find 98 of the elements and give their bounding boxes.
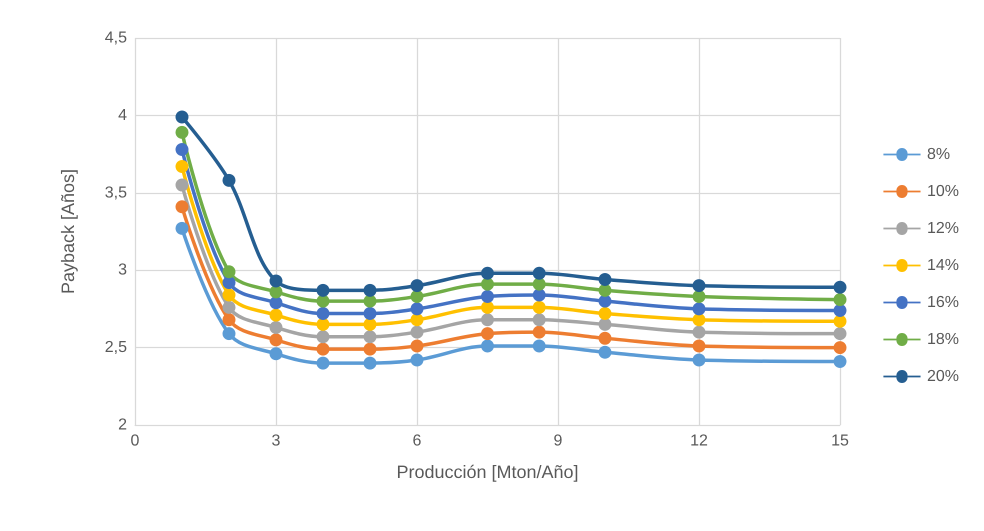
point [481,290,494,304]
y-tick-label: 2 [118,416,128,434]
x-tick-label: 15 [831,432,849,450]
point [270,285,282,298]
point [481,278,494,291]
point [410,290,424,304]
point [598,294,612,308]
point [481,313,494,326]
legend-label: 12% [926,220,960,237]
point [481,300,494,314]
point [316,307,330,320]
point [598,272,612,286]
legend-label: 14% [926,257,960,274]
x-tick-label: 12 [690,432,708,450]
point [532,288,546,302]
point [222,313,236,326]
point [364,284,376,297]
point [598,346,612,359]
point [532,300,546,314]
point [316,294,330,308]
point [692,353,706,366]
point [364,330,376,344]
legend-label: 10% [926,183,960,200]
point [270,333,282,346]
point [176,200,188,214]
legend-label: 18% [926,331,960,348]
legend-label: 8% [926,146,950,163]
point [270,296,282,310]
point [364,318,376,331]
y-tick-label: 2,5 [104,339,128,356]
point [364,307,376,320]
point [692,302,706,316]
point [176,142,188,156]
y-tick-label: 4 [118,106,128,124]
point [410,313,424,326]
point [692,313,706,326]
point [834,341,846,354]
point [270,347,282,360]
point [834,304,846,317]
point [692,290,706,304]
point [222,265,236,278]
y-tick-label: 4,5 [104,30,128,46]
point [410,326,424,339]
point [598,318,612,331]
point [692,279,706,292]
x-axis-title: Producción [Mton/Año] [396,462,579,482]
point [316,356,330,370]
point [532,326,546,339]
point [834,327,846,340]
point [176,178,188,192]
point [532,340,546,353]
point [598,307,612,320]
y-tick-label: 3 [118,262,128,279]
point [364,342,376,356]
point [222,300,236,314]
point [410,353,424,366]
x-tick-label: 9 [554,432,563,450]
point [270,320,282,334]
point [410,302,424,316]
point [410,340,424,353]
point [222,276,236,290]
point [270,274,282,288]
point [176,222,188,235]
point [316,330,330,344]
legend-label: 20% [926,368,960,385]
point [692,340,706,353]
point [316,284,330,297]
point [692,326,706,339]
point [364,356,376,370]
point [176,160,188,173]
y-axis-title: Payback [Años] [58,168,78,294]
x-tick-label: 6 [412,432,422,450]
x-tick-label: 3 [272,432,281,450]
point [532,278,546,291]
point [834,355,846,368]
point [834,280,846,294]
point [316,318,330,331]
point [364,294,376,308]
point [176,126,188,139]
point [481,266,494,280]
point [598,284,612,297]
point [481,340,494,353]
point [222,288,236,302]
x-tick-label: 0 [130,432,140,450]
point [532,313,546,326]
point [481,327,494,340]
point [222,174,236,187]
point [834,314,846,328]
point [410,279,424,292]
point [532,266,546,280]
point [316,342,330,356]
legend-label: 16% [926,294,960,311]
point [834,293,846,306]
y-tick-label: 3,5 [104,184,128,202]
point [598,332,612,345]
point [176,110,188,124]
point [222,327,236,340]
point [270,308,282,322]
